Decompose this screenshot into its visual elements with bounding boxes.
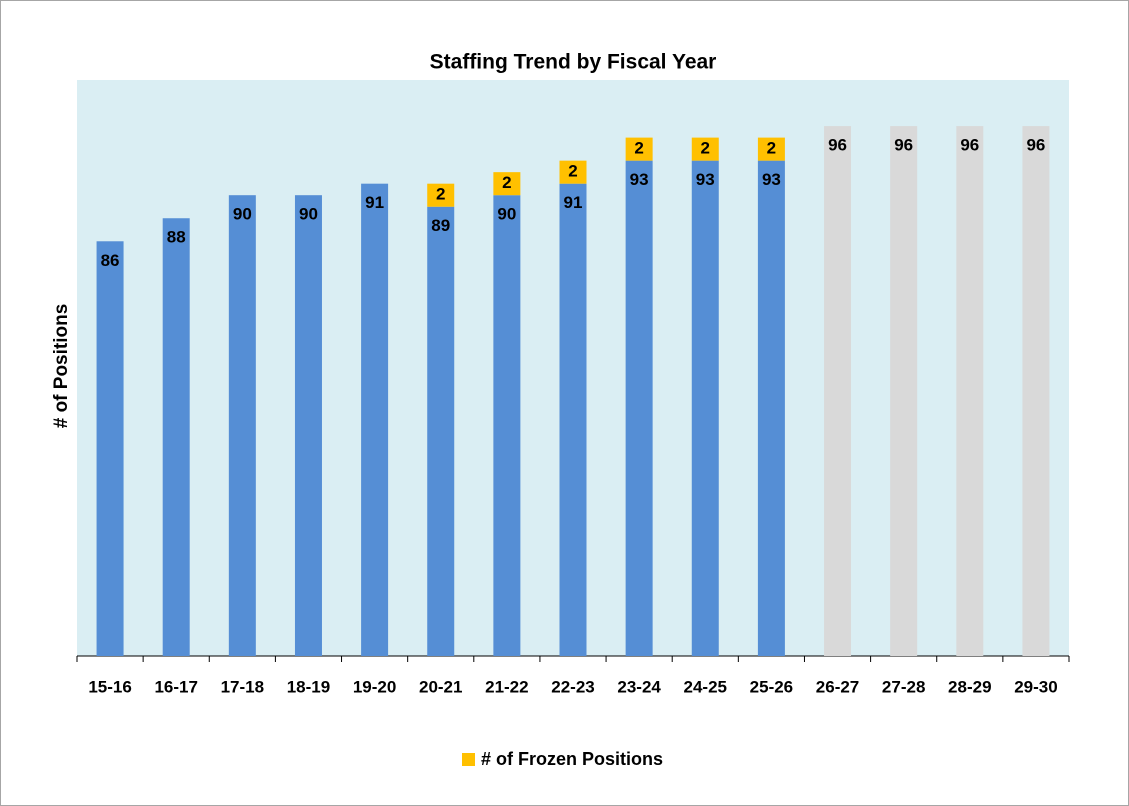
data-label: 2 — [436, 185, 445, 204]
bar-segment — [427, 183, 455, 207]
data-label: 93 — [696, 170, 715, 189]
x-tick-label: 28-29 — [948, 677, 991, 696]
data-label: 96 — [1026, 136, 1045, 155]
data-label: 2 — [634, 139, 643, 158]
data-label: 88 — [167, 228, 186, 247]
bar-segment — [294, 195, 322, 656]
data-label: 93 — [630, 170, 649, 189]
chart-title: Staffing Trend by Fiscal Year — [430, 51, 717, 74]
bar-segment — [890, 126, 918, 656]
legend-label: # of Frozen Positions — [481, 749, 663, 769]
bar-segment — [427, 206, 455, 656]
bar-segment — [625, 137, 653, 161]
legend-swatch — [462, 753, 475, 766]
data-label: 2 — [502, 173, 511, 192]
x-tick-label: 23-24 — [617, 677, 661, 696]
bar-segment — [691, 160, 719, 656]
x-tick-label: 29-30 — [1014, 677, 1057, 696]
data-label: 96 — [960, 136, 979, 155]
x-tick-label: 21-22 — [485, 677, 528, 696]
x-tick-label: 26-27 — [816, 677, 859, 696]
bar-segment — [228, 195, 256, 656]
bar-segment — [757, 160, 785, 656]
x-tick-label: 22-23 — [551, 677, 594, 696]
data-label: 90 — [233, 205, 252, 224]
bar-segment — [493, 172, 521, 196]
bar-segment — [559, 183, 587, 656]
bar-segment — [96, 241, 124, 656]
x-tick-label: 25-26 — [750, 677, 793, 696]
x-tick-label: 18-19 — [287, 677, 330, 696]
x-tick-label: 16-17 — [154, 677, 197, 696]
data-label: 2 — [568, 162, 577, 181]
data-label: 89 — [431, 216, 450, 235]
data-label: 90 — [299, 205, 318, 224]
x-tick-label: 20-21 — [419, 677, 462, 696]
bar-segment — [361, 183, 389, 656]
data-label: 90 — [497, 205, 516, 224]
x-tick-label: 15-16 — [88, 677, 131, 696]
x-tick-label: 17-18 — [221, 677, 264, 696]
x-tick-label: 19-20 — [353, 677, 396, 696]
x-tick-label: 27-28 — [882, 677, 925, 696]
bar-segment — [1022, 126, 1050, 656]
data-label: 96 — [828, 136, 847, 155]
bar-segment — [162, 218, 190, 657]
data-label: 93 — [762, 170, 781, 189]
data-label: 2 — [767, 139, 776, 158]
data-label: 91 — [564, 193, 583, 212]
bar-segment — [691, 137, 719, 161]
bar-segment — [956, 126, 984, 656]
y-axis-label: # of Positions — [51, 304, 72, 429]
x-tick-label: 24-25 — [684, 677, 727, 696]
bar-segment — [559, 160, 587, 184]
data-label: 91 — [365, 193, 384, 212]
data-label: 2 — [701, 139, 710, 158]
bar-segment — [493, 195, 521, 656]
bar-segment — [757, 137, 785, 161]
data-label: 86 — [101, 251, 120, 270]
bar-segment — [824, 126, 852, 656]
bar-segment — [625, 160, 653, 656]
data-label: 96 — [894, 136, 913, 155]
